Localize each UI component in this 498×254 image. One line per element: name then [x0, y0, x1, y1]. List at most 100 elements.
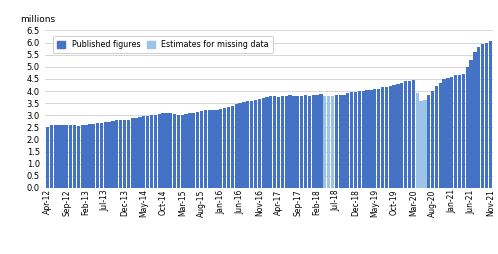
Bar: [231, 106, 234, 188]
Bar: [115, 120, 119, 188]
Bar: [277, 97, 280, 188]
Bar: [212, 110, 215, 188]
Bar: [458, 75, 461, 188]
Bar: [273, 96, 276, 188]
Bar: [138, 117, 141, 188]
Bar: [285, 96, 288, 188]
Bar: [292, 96, 296, 188]
Bar: [246, 101, 249, 188]
Bar: [412, 80, 415, 188]
Bar: [227, 107, 230, 188]
Bar: [473, 52, 477, 188]
Bar: [443, 79, 446, 188]
Bar: [50, 125, 53, 188]
Bar: [281, 96, 284, 188]
Bar: [188, 113, 192, 188]
Bar: [61, 125, 65, 188]
Bar: [304, 96, 307, 188]
Bar: [215, 110, 219, 188]
Bar: [239, 103, 242, 188]
Bar: [312, 95, 315, 188]
Bar: [108, 122, 111, 188]
Bar: [261, 98, 265, 188]
Bar: [308, 96, 311, 188]
Bar: [366, 90, 369, 188]
Bar: [466, 67, 469, 188]
Bar: [130, 118, 134, 188]
Bar: [157, 114, 161, 188]
Bar: [470, 59, 473, 188]
Bar: [165, 113, 168, 188]
Text: millions: millions: [20, 15, 55, 24]
Bar: [57, 125, 61, 188]
Bar: [431, 91, 434, 188]
Bar: [427, 95, 430, 188]
Bar: [370, 90, 373, 188]
Bar: [269, 96, 272, 188]
Bar: [257, 99, 261, 188]
Bar: [242, 102, 246, 188]
Bar: [339, 96, 342, 188]
Bar: [358, 91, 361, 188]
Bar: [388, 86, 392, 188]
Bar: [392, 85, 396, 188]
Bar: [319, 94, 323, 188]
Bar: [481, 44, 484, 188]
Bar: [126, 120, 130, 188]
Bar: [342, 95, 346, 188]
Bar: [477, 47, 481, 188]
Bar: [154, 115, 157, 188]
Bar: [192, 113, 196, 188]
Bar: [235, 104, 238, 188]
Bar: [81, 125, 84, 188]
Bar: [100, 122, 103, 188]
Bar: [331, 96, 334, 188]
Bar: [415, 93, 419, 188]
Bar: [177, 115, 180, 188]
Bar: [446, 78, 450, 188]
Bar: [354, 91, 357, 188]
Bar: [419, 101, 423, 188]
Bar: [104, 122, 107, 188]
Bar: [181, 115, 184, 188]
Bar: [204, 110, 207, 188]
Bar: [454, 75, 457, 188]
Bar: [385, 87, 388, 188]
Bar: [404, 81, 407, 188]
Bar: [265, 97, 268, 188]
Bar: [219, 109, 223, 188]
Bar: [119, 120, 123, 188]
Bar: [150, 115, 153, 188]
Bar: [77, 126, 80, 188]
Bar: [288, 96, 292, 188]
Bar: [315, 95, 319, 188]
Bar: [296, 96, 299, 188]
Bar: [173, 114, 176, 188]
Bar: [184, 114, 188, 188]
Bar: [335, 96, 338, 188]
Bar: [254, 100, 257, 188]
Legend: Published figures, Estimates for missing data: Published figures, Estimates for missing…: [53, 36, 273, 53]
Bar: [65, 125, 68, 188]
Bar: [196, 112, 199, 188]
Bar: [123, 120, 126, 188]
Bar: [54, 125, 57, 188]
Bar: [223, 108, 226, 188]
Bar: [350, 92, 354, 188]
Bar: [200, 111, 203, 188]
Bar: [142, 117, 145, 188]
Bar: [396, 84, 399, 188]
Bar: [439, 83, 442, 188]
Bar: [92, 124, 95, 188]
Bar: [169, 113, 172, 188]
Bar: [146, 116, 149, 188]
Bar: [400, 83, 403, 188]
Bar: [435, 86, 438, 188]
Bar: [84, 125, 88, 188]
Bar: [327, 96, 330, 188]
Bar: [450, 76, 454, 188]
Bar: [96, 123, 99, 188]
Bar: [423, 100, 426, 188]
Bar: [161, 113, 165, 188]
Bar: [462, 74, 465, 188]
